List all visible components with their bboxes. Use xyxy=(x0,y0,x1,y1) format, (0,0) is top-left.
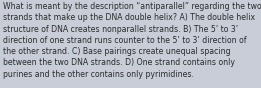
Text: What is meant by the description “antiparallel” regarding the two
strands that m: What is meant by the description “antipa… xyxy=(3,2,261,79)
